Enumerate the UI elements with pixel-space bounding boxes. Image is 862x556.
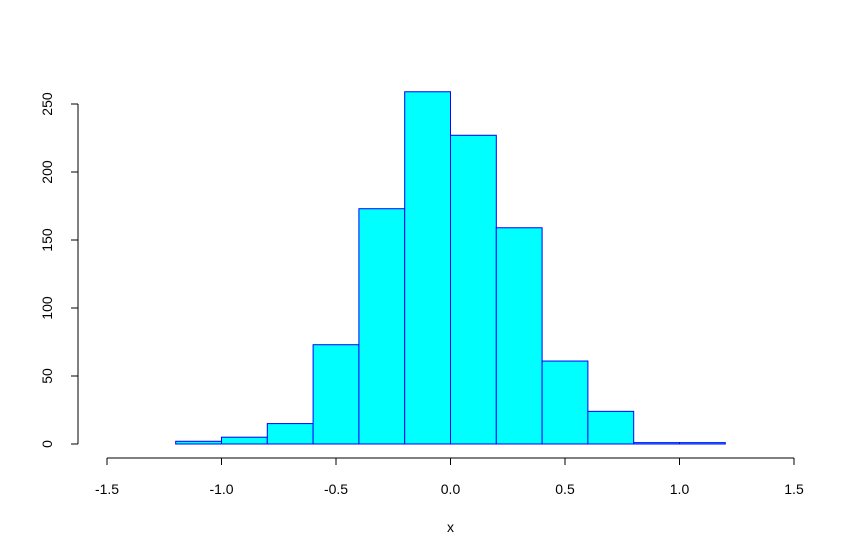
y-tick-label: 200 bbox=[39, 160, 55, 184]
y-tick-label: 150 bbox=[39, 228, 55, 252]
y-tick-label: 0 bbox=[39, 440, 55, 448]
x-axis: -1.5 -1.0 -0.5 0.0 0.5 1.0 1.5 bbox=[95, 457, 804, 497]
y-tick-label: 250 bbox=[39, 92, 55, 116]
x-tick-label: 0.0 bbox=[441, 481, 461, 497]
y-tick-label: 50 bbox=[39, 368, 55, 384]
x-tick-label: -1.0 bbox=[209, 481, 233, 497]
histogram-bar bbox=[495, 227, 543, 445]
x-tick-label: -0.5 bbox=[324, 481, 348, 497]
x-axis-title: x bbox=[447, 519, 454, 535]
x-tick-label: -1.5 bbox=[95, 481, 119, 497]
histogram-bar bbox=[587, 410, 635, 445]
histogram-bar bbox=[679, 442, 726, 445]
histogram-bars bbox=[175, 91, 726, 445]
histogram-bar bbox=[312, 344, 360, 445]
x-tick-label: 1.5 bbox=[784, 481, 804, 497]
histogram-bar bbox=[633, 442, 681, 445]
histogram-bar bbox=[404, 91, 452, 445]
histogram-bar bbox=[541, 360, 589, 445]
histogram-bar bbox=[450, 134, 497, 445]
histogram-bar bbox=[221, 436, 268, 445]
histogram-bar bbox=[266, 423, 314, 445]
histogram-bar bbox=[175, 440, 222, 445]
x-tick-label: 1.0 bbox=[670, 481, 690, 497]
histogram-bar bbox=[358, 208, 406, 445]
y-tick-label: 100 bbox=[39, 296, 55, 320]
y-axis: 0 50 100 150 200 250 bbox=[39, 92, 79, 448]
x-tick-label: 0.5 bbox=[555, 481, 575, 497]
